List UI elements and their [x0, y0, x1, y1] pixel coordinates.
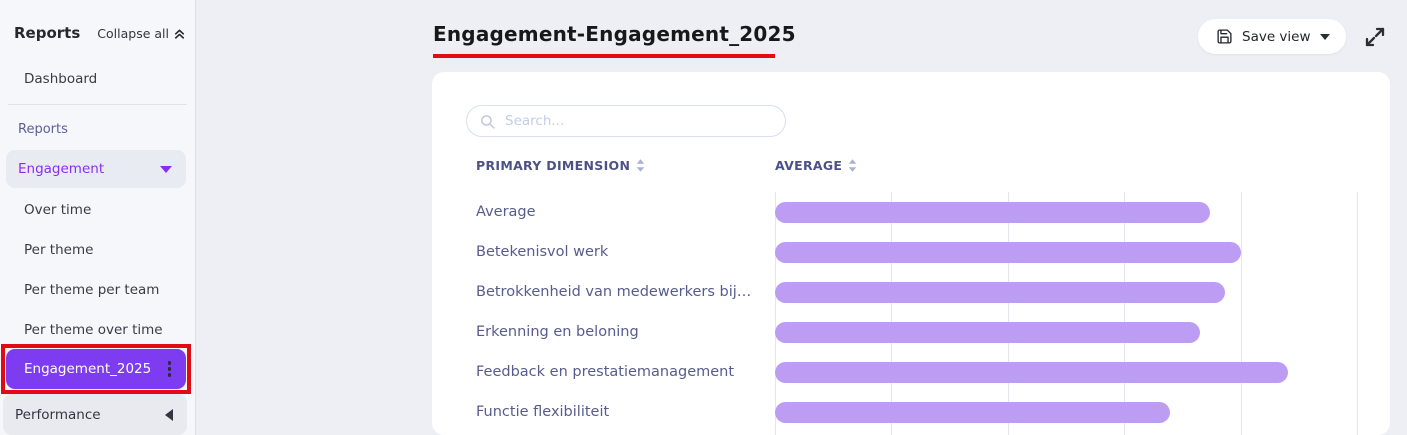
row-label: Feedback en prestatiemanagement [476, 364, 735, 380]
average-bar[interactable] [775, 401, 1170, 423]
save-view-label: Save view [1242, 28, 1311, 45]
double-chevron-up-icon [174, 29, 185, 39]
sidebar: Reports Collapse all Dashboard Reports E… [0, 0, 196, 435]
search-icon [481, 114, 495, 129]
sort-icon [636, 159, 645, 172]
sidebar-item-engagement-2025-selected[interactable]: Engagement_2025 [6, 349, 186, 389]
group-label: Performance [15, 406, 101, 423]
chevron-down-icon [160, 165, 172, 173]
average-bar[interactable] [775, 281, 1226, 303]
chevron-down-icon [1319, 33, 1330, 40]
selected-report-label: Engagement_2025 [24, 361, 152, 377]
sidebar-item-per-theme-per-team[interactable]: Per theme per team [24, 282, 160, 298]
chart-rows: Average Betekenisvol werk Betrokkenheid va… [432, 192, 1390, 432]
sidebar-item-per-theme[interactable]: Per theme [24, 242, 94, 258]
table-row: Average [432, 192, 1390, 232]
collapse-all-button[interactable]: Collapse all [97, 26, 187, 41]
group-label: Engagement [18, 161, 105, 177]
sidebar-item-dashboard[interactable]: Dashboard [24, 71, 98, 87]
save-icon [1217, 29, 1232, 44]
sidebar-title: Reports [14, 24, 81, 42]
kebab-menu-icon[interactable] [165, 358, 175, 380]
save-view-button[interactable]: Save view [1198, 19, 1346, 54]
sidebar-header: Reports Collapse all [14, 24, 187, 42]
page-title: Engagement-Engagement_2025 [433, 22, 796, 46]
annotation-underline [433, 54, 775, 58]
column-label: PRIMARY DIMENSION [476, 158, 631, 173]
average-bar[interactable] [775, 361, 1289, 383]
expand-icon[interactable] [1362, 25, 1388, 51]
sidebar-item-over-time[interactable]: Over time [24, 202, 92, 218]
table-row: Betrokkenheid van medewerkers bij… [432, 272, 1390, 312]
table-row: Erkenning en beloning [432, 312, 1390, 352]
sidebar-section-label: Reports [18, 122, 68, 137]
sidebar-group-engagement[interactable]: Engagement [6, 150, 186, 188]
row-label: Functie flexibiliteit [476, 404, 610, 420]
chevron-left-icon [165, 408, 173, 421]
column-label: AVERAGE [775, 158, 843, 173]
average-bar[interactable] [775, 321, 1200, 343]
row-label: Average [476, 204, 536, 220]
collapse-all-label: Collapse all [97, 25, 169, 41]
table-row: Functie flexibiliteit [432, 392, 1390, 432]
table-row: Feedback en prestatiemanagement [432, 352, 1390, 392]
report-card: PRIMARY DIMENSION AVERAGE Average Beteken… [432, 72, 1390, 435]
sort-icon [848, 159, 857, 172]
table-row: Betekenisvol werk [432, 232, 1390, 272]
sidebar-item-per-theme-over-time[interactable]: Per theme over time [24, 322, 163, 338]
row-label: Betekenisvol werk [476, 244, 609, 260]
column-header-average[interactable]: AVERAGE [775, 158, 857, 173]
sidebar-divider [8, 104, 187, 105]
row-label: Erkenning en beloning [476, 324, 639, 340]
average-bar[interactable] [775, 241, 1241, 263]
average-bar[interactable] [775, 201, 1211, 223]
row-label: Betrokkenheid van medewerkers bij… [476, 284, 752, 300]
search-box[interactable] [466, 105, 786, 137]
sidebar-group-performance[interactable]: Performance [3, 394, 187, 435]
search-input[interactable] [505, 113, 773, 129]
column-header-primary-dimension[interactable]: PRIMARY DIMENSION [476, 158, 645, 173]
